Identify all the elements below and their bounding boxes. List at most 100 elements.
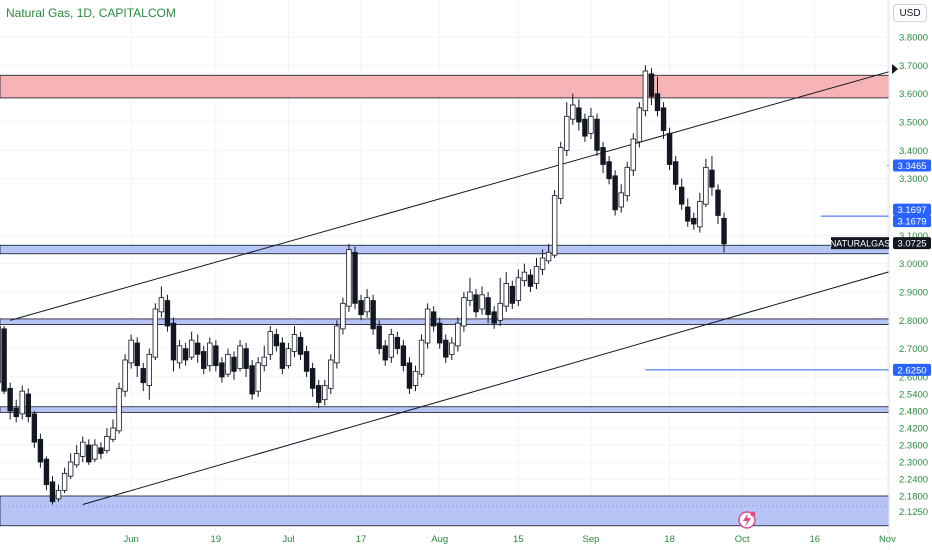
candle (176, 340, 183, 369)
candle-body (449, 342, 455, 355)
candle-body (406, 362, 413, 389)
price-tick-label: 2.6000 (899, 373, 928, 384)
candle-body (243, 348, 249, 369)
candle (630, 133, 636, 176)
candle (231, 351, 237, 380)
channel-trendline[interactable] (82, 182, 932, 505)
candle-body (146, 353, 152, 386)
candle-body (7, 387, 13, 412)
candle-body (49, 481, 56, 503)
candle (533, 258, 540, 290)
candle-body (533, 266, 540, 284)
candle-body (328, 359, 334, 389)
candle-body (461, 297, 467, 327)
candle (43, 456, 50, 491)
candle-body (170, 322, 177, 361)
price-label-tag (893, 215, 931, 228)
candle (152, 303, 159, 360)
candle-body (636, 107, 643, 143)
candle-body (152, 308, 159, 358)
candle-body (388, 334, 394, 358)
candle (364, 289, 370, 318)
candle-body (249, 365, 255, 395)
candle-body (25, 393, 31, 418)
candle (194, 334, 201, 363)
candle (164, 294, 171, 332)
candle (582, 113, 588, 142)
support-zone[interactable] (0, 318, 889, 325)
price-tick-label: 2.5400 (899, 390, 928, 401)
candle (685, 198, 691, 227)
candle (158, 286, 165, 318)
candle-body (176, 345, 183, 364)
candle (703, 158, 709, 207)
candle-body (521, 271, 528, 282)
candle-body (570, 104, 576, 120)
time-tick-label: Jul (282, 534, 294, 545)
candle (473, 289, 479, 318)
candle-body (279, 342, 286, 369)
candle (213, 340, 219, 372)
candle (261, 345, 267, 372)
candle (497, 277, 503, 326)
candle-body (110, 427, 116, 440)
candle (255, 357, 261, 397)
candle-body (443, 339, 449, 358)
candle (443, 334, 449, 363)
time-tick-label: Jun (123, 534, 138, 545)
support-zone[interactable] (0, 406, 889, 413)
candle (309, 362, 316, 397)
candle (545, 243, 552, 264)
price-tick-label: 2.1800 (899, 492, 928, 503)
price-label-value: 3.3465 (897, 161, 926, 172)
candle-body (721, 217, 727, 245)
candle (19, 385, 25, 420)
candle-body (418, 339, 425, 375)
candle (55, 484, 62, 502)
candle-body (267, 331, 273, 355)
candle (352, 246, 358, 309)
candle-body (715, 189, 721, 216)
price-tick-label: 2.3000 (899, 458, 928, 469)
time-tick-label: Nov (879, 534, 896, 545)
candle-body (376, 325, 382, 350)
candle (570, 93, 576, 125)
plot-area (0, 0, 932, 532)
candle-body (400, 345, 407, 367)
candle-body (37, 438, 44, 463)
candle-body (322, 385, 328, 401)
candle (666, 127, 673, 171)
price-tick-label: 3.4000 (899, 146, 928, 157)
chart-title: Natural Gas, 1D, CAPITALCOM (6, 6, 176, 20)
candle (340, 297, 346, 335)
candle-body (116, 387, 122, 432)
candle-body (309, 368, 316, 389)
price-axis (889, 0, 932, 550)
currency-button[interactable]: USD (893, 4, 927, 22)
candle (188, 331, 195, 360)
price-tick-label: 2.7000 (899, 344, 928, 355)
resistance-zone[interactable] (0, 74, 889, 99)
candle (485, 292, 491, 324)
candle (509, 280, 515, 309)
support-zone[interactable] (0, 244, 889, 255)
candle (201, 345, 207, 375)
candle-body (485, 297, 491, 316)
candle-body (618, 192, 624, 208)
candle (709, 156, 715, 196)
candle (279, 337, 286, 375)
price-tick-label: 3.0000 (899, 259, 928, 270)
lightning-icon[interactable] (738, 511, 756, 529)
candle-body (527, 274, 534, 287)
candle (92, 439, 98, 462)
price-tick-label: 3.6000 (899, 89, 928, 100)
channel-trendline[interactable] (10, 0, 932, 321)
time-tick-label: 19 (211, 534, 222, 545)
candle (679, 178, 685, 210)
candle-body (13, 407, 19, 418)
candle-body (285, 348, 292, 367)
candle-body (43, 458, 50, 486)
candle-body (19, 390, 25, 415)
price-label-value: 3.1697 (897, 205, 926, 216)
